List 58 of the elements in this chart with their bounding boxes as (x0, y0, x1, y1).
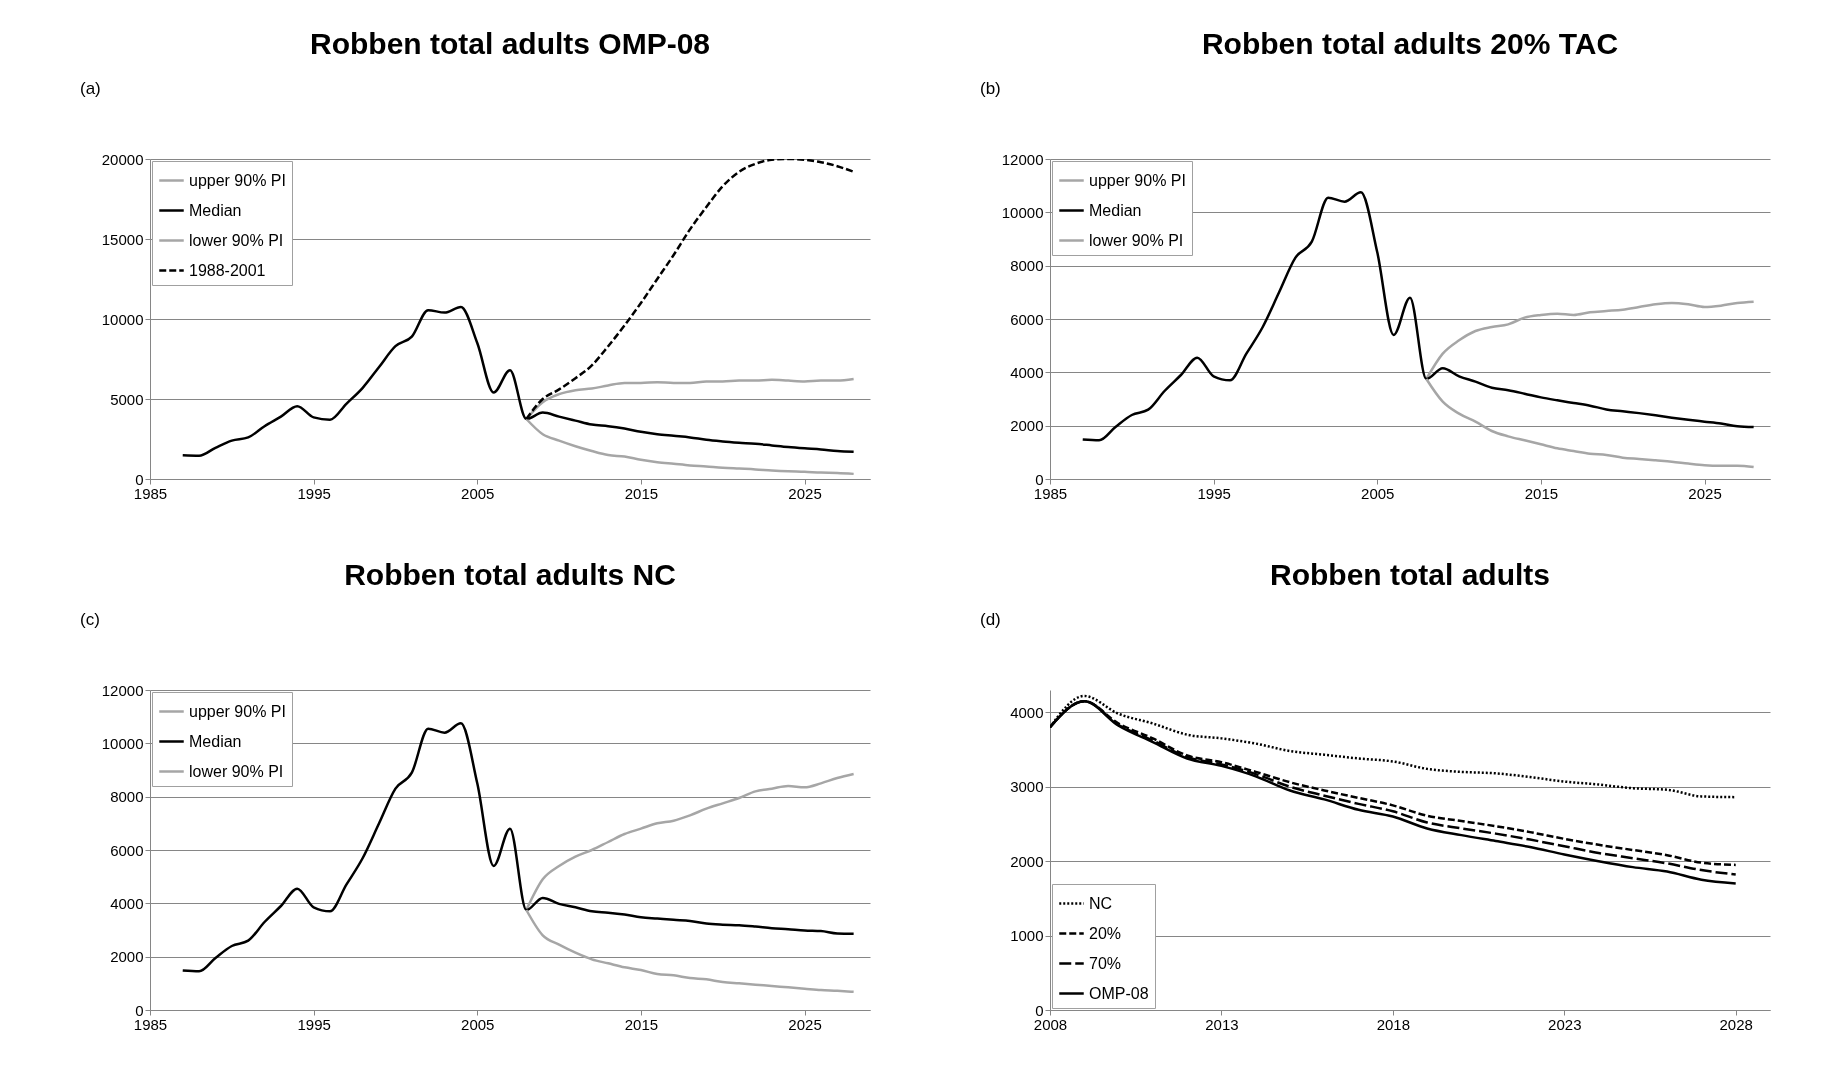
legend-label: upper 90% PI (189, 171, 286, 189)
y-tick-label: 4000 (1010, 363, 1044, 381)
legend-label: Median (189, 732, 242, 750)
x-tick-label: 2005 (461, 1015, 495, 1033)
text: (c) (80, 610, 100, 629)
x-tick-label: 1995 (297, 484, 331, 502)
text: (a) (80, 79, 101, 98)
y-tick-label: 12000 (1001, 150, 1044, 168)
x-tick-label: 2013 (1205, 1015, 1239, 1033)
x-tick-label: 2015 (1524, 484, 1559, 502)
y-tick-label: 8000 (110, 788, 144, 806)
y-tick-label: 1000 (1010, 927, 1044, 945)
y-tick-label: 2000 (1010, 417, 1044, 435)
chart-title: Robben total adults 20% TAC (1201, 27, 1619, 60)
legend-label: Median (1089, 201, 1142, 219)
y-tick-label: 10000 (1001, 203, 1044, 221)
y-tick-label: 20000 (101, 150, 144, 168)
y-tick-label: 4000 (110, 894, 144, 912)
legend-label: upper 90% PI (1089, 171, 1186, 189)
text: (b) (980, 79, 1001, 98)
legend-label: upper 90% PI (189, 702, 286, 720)
text: (d) (980, 610, 1001, 629)
x-tick-label: 2015 (624, 1015, 659, 1033)
chart-title: Robben total adults NC (344, 558, 676, 591)
y-tick-label: 6000 (110, 841, 144, 859)
y-tick-label: 2000 (110, 948, 144, 966)
y-tick-label: 12000 (101, 681, 144, 699)
y-tick-label: 10000 (101, 734, 144, 752)
y-tick-label: 2000 (1010, 852, 1044, 870)
legend-label: 70% (1089, 954, 1122, 972)
legend-label: lower 90% PI (1089, 231, 1184, 249)
x-tick-label: 1995 (297, 1015, 331, 1033)
x-tick-label: 1995 (1197, 484, 1231, 502)
y-tick-label: 4000 (1010, 703, 1044, 721)
chart-title: Robben total adults (1270, 558, 1550, 591)
y-tick-label: 5000 (110, 390, 144, 408)
legend-label: 1988-2001 (189, 261, 266, 279)
x-tick-label: 2028 (1719, 1015, 1753, 1033)
legend-label: lower 90% PI (189, 762, 284, 780)
x-tick-label: 2025 (788, 484, 822, 502)
y-tick-label: 8000 (1010, 257, 1044, 275)
y-tick-label: 3000 (1010, 778, 1044, 796)
legend-label: lower 90% PI (189, 231, 284, 249)
legend-label: 20% (1089, 924, 1122, 942)
x-tick-label: 2005 (1361, 484, 1395, 502)
chart-title: Robben total adults OMP-08 (309, 27, 711, 60)
x-tick-label: 2018 (1376, 1015, 1411, 1033)
x-tick-label: 2025 (788, 1015, 822, 1033)
x-tick-label: 2005 (461, 484, 495, 502)
legend-label: Median (189, 201, 242, 219)
x-tick-label: 2015 (624, 484, 659, 502)
y-tick-label: 15000 (101, 230, 144, 248)
y-tick-label: 10000 (101, 310, 144, 328)
legend-label: OMP-08 (1089, 984, 1149, 1002)
legend-label: NC (1089, 894, 1113, 912)
x-tick-label: 2023 (1548, 1015, 1582, 1033)
y-tick-label: 6000 (1010, 310, 1044, 328)
x-tick-label: 2025 (1688, 484, 1722, 502)
